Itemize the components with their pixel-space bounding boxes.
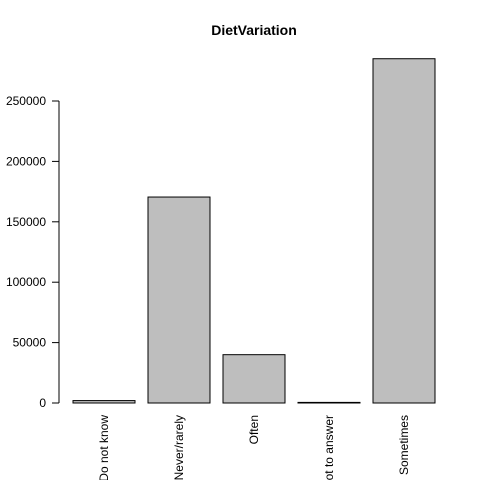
bar xyxy=(72,400,136,404)
x-category-label: Never/rarely xyxy=(172,415,186,480)
y-tick-label: 100000 xyxy=(6,275,46,289)
bars xyxy=(72,58,436,404)
bar xyxy=(297,401,361,404)
bar xyxy=(372,58,436,404)
y-tick-label: 0 xyxy=(39,396,46,410)
x-category-label: Sometimes xyxy=(397,415,411,475)
y-axis: 0 50000 100000 150000 200000 250000 xyxy=(6,94,60,410)
y-tick-label: 50000 xyxy=(13,336,47,350)
bar xyxy=(222,354,286,404)
bar xyxy=(147,196,211,404)
x-axis-labels: Do not know Never/rarely Often Prefer not t… xyxy=(97,415,411,480)
y-tick-label: 150000 xyxy=(6,215,46,229)
chart-title: DietVariation xyxy=(211,22,297,38)
y-tick-label: 250000 xyxy=(6,94,46,108)
y-tick-label: 200000 xyxy=(6,154,46,168)
x-category-label: Prefer not to answer xyxy=(322,415,336,480)
x-category-label: Do not know xyxy=(97,415,111,480)
x-category-label: Often xyxy=(247,415,261,444)
